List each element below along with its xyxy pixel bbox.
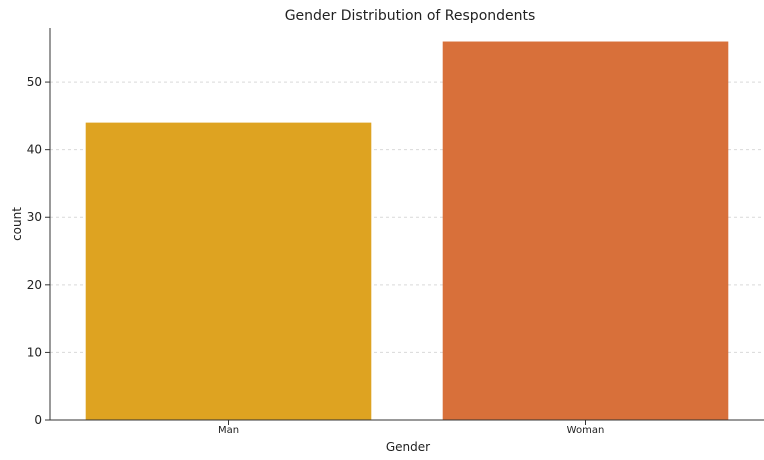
axes [49, 28, 764, 421]
y-tick-label: 30 [27, 210, 42, 224]
y-axis-ticks: 0 10 20 30 40 50 [27, 75, 50, 427]
y-tick-label: 40 [27, 143, 42, 157]
y-axis-label: count [10, 207, 24, 241]
bar-woman [442, 41, 729, 420]
bar-man [85, 122, 372, 420]
y-tick-label: 20 [27, 278, 42, 292]
y-tick-label: 50 [27, 75, 42, 89]
x-tick-label: Woman [567, 425, 605, 436]
y-tick-label: 10 [27, 345, 42, 359]
x-tick-label: Man [218, 425, 239, 436]
x-axis-ticks: Man Woman [218, 420, 604, 436]
x-axis-label: Gender [386, 440, 430, 454]
chart-title: Gender Distribution of Respondents [285, 8, 536, 24]
bars [85, 41, 729, 420]
y-tick-label: 0 [34, 413, 42, 427]
